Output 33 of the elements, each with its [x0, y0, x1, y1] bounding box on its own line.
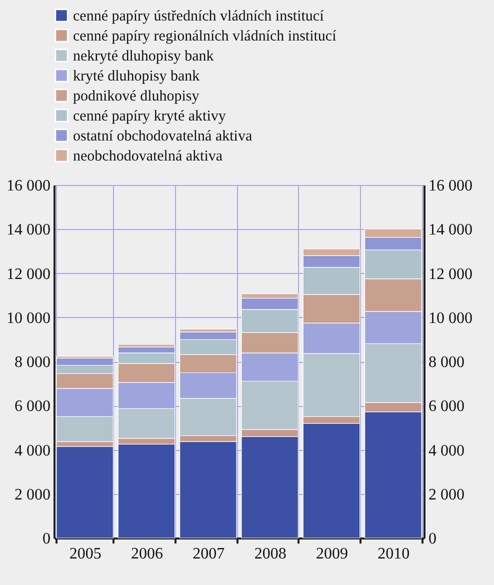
x-tick-label: 2008 [254, 546, 286, 562]
y-tick-label: 2 000 [14, 486, 50, 504]
y2-tick-label: 12 000 [428, 266, 472, 283]
y2-tick-label: 8 000 [428, 354, 464, 371]
y2-tick-label: 16 000 [428, 178, 472, 194]
x-tick-label: 2009 [316, 546, 348, 562]
legend-label: cenné papíry regionálních vládních institucí [73, 28, 338, 44]
legend-label: cenné papíry ústředních vládních institucí [73, 8, 325, 24]
x-tick-label: 2006 [131, 546, 163, 562]
y-tick-label: 4 000 [14, 442, 50, 460]
y-tick-label: 16 000 [6, 178, 50, 194]
y-tick-label: 6 000 [14, 398, 50, 416]
y2-tick-label: 2 000 [428, 486, 464, 504]
legend-label: ostatní obchodovatelná aktiva [73, 128, 252, 144]
y-tick-label: 10 000 [6, 310, 50, 327]
y-tick-label: 12 000 [6, 266, 50, 283]
y-tick-label: 0 [42, 530, 50, 548]
y2-tick-label: 10 000 [428, 310, 472, 327]
legend-label: kryté dluhopisy bank [73, 68, 200, 84]
bar [56, 446, 114, 538]
legend-label: nekryté dluhopisy bank [73, 48, 214, 64]
y2-tick-label: 14 000 [428, 222, 472, 239]
y-tick-label: 14 000 [6, 222, 50, 239]
x-tick-label: 2010 [378, 546, 410, 562]
y2-tick-label: 6 000 [428, 398, 464, 416]
y2-tick-label: 4 000 [428, 442, 464, 460]
x-tick-label: 2007 [192, 546, 225, 562]
y2-tick-label: 0 [428, 530, 436, 548]
legend-label: podnikové dluhopisy [73, 88, 200, 104]
legend-label: neobchodovatelná aktiva [73, 148, 223, 164]
x-tick-label: 2005 [69, 546, 102, 562]
legend-label: cenné papíry kryté aktivy [73, 108, 226, 124]
y-tick-label: 8 000 [14, 354, 50, 371]
